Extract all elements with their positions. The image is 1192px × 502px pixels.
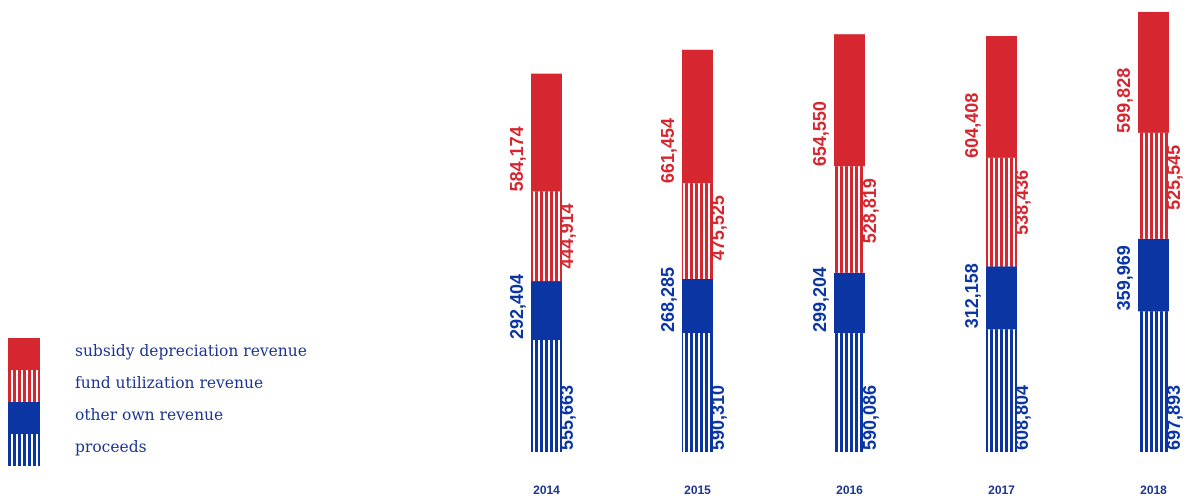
value-label-other-own-revenue-2014: 292,404	[507, 274, 527, 339]
bar-segment-proceeds-2017	[986, 329, 1017, 452]
value-label-proceeds-2017: 608,804	[1012, 385, 1032, 450]
value-label-fund-utilization-revenue-2016: 528,819	[860, 178, 880, 243]
value-label-proceeds-2014: 555,663	[557, 385, 577, 450]
value-label-proceeds-2016: 590,086	[860, 385, 880, 450]
bar-segment-subsidy-depreciation-revenue-2016	[834, 34, 865, 167]
bar-segment-proceeds-2018	[1138, 311, 1169, 452]
bar-segment-other-own-revenue-2018	[1138, 238, 1169, 312]
legend-label: subsidy depreciation revenue	[75, 342, 307, 360]
bar-segment-other-own-revenue-2016	[834, 272, 865, 334]
value-label-other-own-revenue-2015: 268,285	[658, 267, 678, 332]
bar-segment-fund-utilization-revenue-2016	[834, 166, 865, 273]
value-label-fund-utilization-revenue-2017: 538,436	[1012, 170, 1032, 235]
bar-segment-subsidy-depreciation-revenue-2017	[986, 36, 1017, 158]
x-tick-label-2018: 2018	[1140, 483, 1167, 497]
bar-segment-fund-utilization-revenue-2014	[531, 191, 562, 282]
bar-segment-proceeds-2015	[682, 333, 713, 452]
value-label-other-own-revenue-2017: 312,158	[962, 263, 982, 328]
legend-label: fund utilization revenue	[75, 374, 264, 392]
bar-segment-fund-utilization-revenue-2017	[986, 157, 1017, 267]
legend-label: other own revenue	[75, 406, 224, 424]
bar-segment-proceeds-2016	[834, 333, 865, 452]
x-tick-label-2015: 2015	[684, 483, 711, 497]
bar-segment-subsidy-depreciation-revenue-2018	[1138, 11, 1169, 133]
value-label-subsidy-depreciation-revenue-2016: 654,550	[810, 101, 830, 166]
value-label-proceeds-2015: 590,310	[708, 385, 728, 450]
value-label-subsidy-depreciation-revenue-2015: 661,454	[658, 118, 678, 183]
value-label-other-own-revenue-2018: 359,969	[1114, 245, 1134, 310]
bar-segment-proceeds-2014	[531, 340, 562, 452]
bar-segment-fund-utilization-revenue-2015	[682, 183, 713, 279]
legend-label: proceeds	[75, 438, 147, 456]
x-tick-label-2014: 2014	[533, 483, 560, 497]
legend-swatch-subsidy-depreciation-revenue	[8, 338, 40, 370]
value-label-fund-utilization-revenue-2015: 475,525	[708, 195, 728, 260]
value-label-subsidy-depreciation-revenue-2017: 604,408	[962, 93, 982, 158]
bar-segment-subsidy-depreciation-revenue-2015	[682, 49, 713, 184]
value-label-fund-utilization-revenue-2014: 444,914	[557, 203, 577, 268]
value-label-proceeds-2018: 697,893	[1164, 385, 1184, 450]
bar-segment-subsidy-depreciation-revenue-2014	[531, 73, 562, 192]
value-label-fund-utilization-revenue-2018: 525,545	[1164, 145, 1184, 210]
legend-swatch-proceeds	[8, 434, 40, 466]
legend-swatch-fund-utilization-revenue	[8, 370, 40, 402]
bar-segment-other-own-revenue-2014	[531, 281, 562, 340]
bar-segment-other-own-revenue-2017	[986, 266, 1017, 330]
legend-swatch-other-own-revenue	[8, 402, 40, 434]
value-label-other-own-revenue-2016: 299,204	[810, 267, 830, 332]
x-tick-label-2017: 2017	[988, 483, 1015, 497]
value-label-subsidy-depreciation-revenue-2018: 599,828	[1114, 68, 1134, 133]
bar-segment-fund-utilization-revenue-2018	[1138, 132, 1169, 239]
bar-segment-other-own-revenue-2015	[682, 278, 713, 334]
x-tick-label-2016: 2016	[836, 483, 863, 497]
value-label-subsidy-depreciation-revenue-2014: 584,174	[507, 126, 527, 191]
